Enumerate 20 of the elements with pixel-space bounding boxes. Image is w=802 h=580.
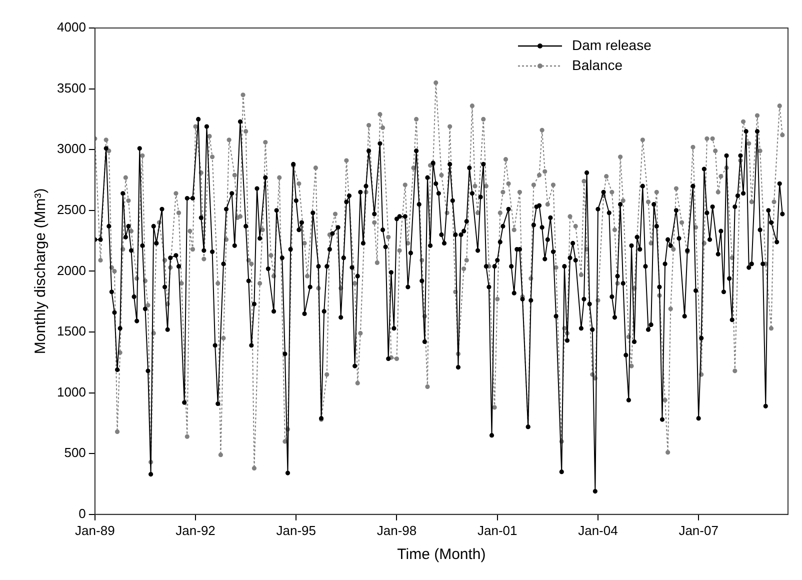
y-axis-title: Monthly discharge (Mm³) — [32, 188, 50, 354]
y-tick-label: 3500 — [57, 80, 86, 96]
y-tick-label: 1000 — [57, 384, 86, 400]
y-tick-label: 0 — [78, 506, 86, 521]
x-tick-label: Jan-95 — [276, 522, 316, 538]
x-axis-title: Time (Month) — [397, 546, 486, 564]
x-tick-label: Jan-07 — [678, 522, 718, 538]
y-tick-label: 2000 — [57, 262, 86, 278]
y-tick-label: 1500 — [57, 324, 86, 339]
x-tick-label: Jan-04 — [578, 522, 618, 538]
x-tick-label: Jan-92 — [176, 522, 216, 538]
y-tick-label: 3000 — [57, 141, 86, 156]
legend-label: Dam release — [572, 36, 652, 53]
legend-label: Balance — [572, 56, 623, 73]
y-tick-label: 4000 — [57, 20, 86, 35]
x-tick-label: Jan-89 — [75, 522, 115, 538]
y-tick-label: 2500 — [57, 202, 86, 217]
x-tick-label: Jan-98 — [376, 522, 417, 538]
x-tick-label: Jan-01 — [477, 522, 518, 538]
y-tick-label: 500 — [64, 445, 86, 460]
